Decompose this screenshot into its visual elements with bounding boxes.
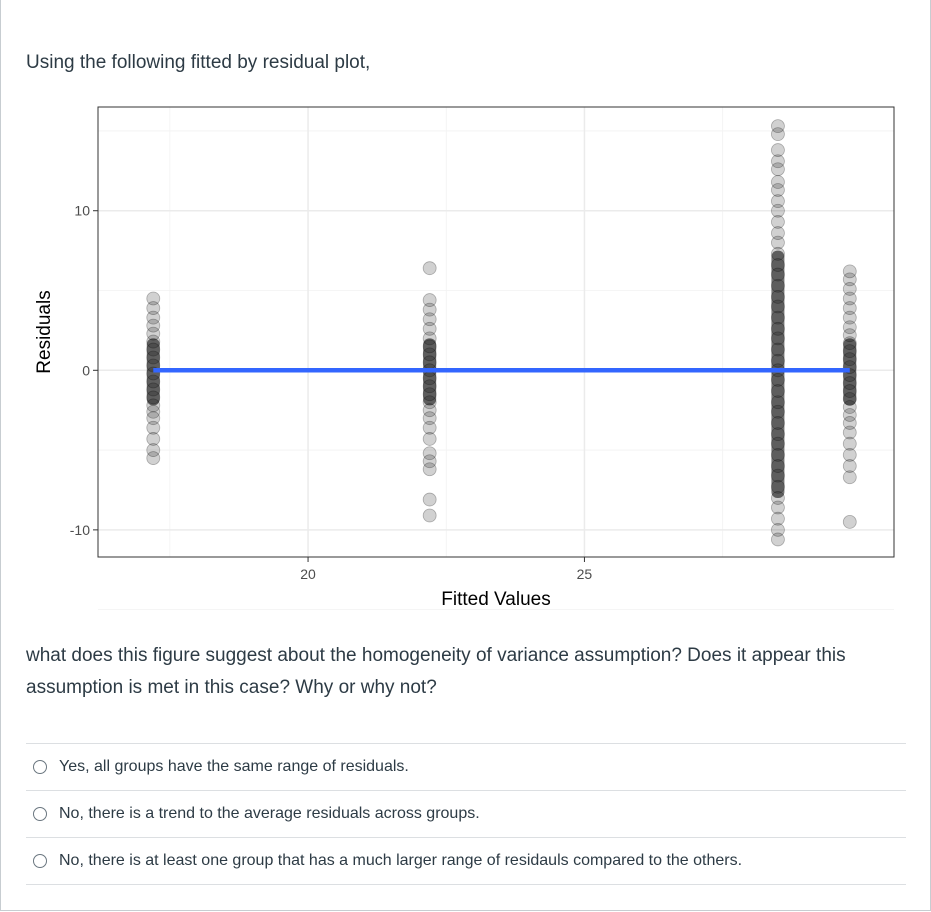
residual-point	[422, 432, 437, 446]
residual-point	[422, 420, 437, 435]
residual-point	[771, 511, 785, 526]
residual-point	[771, 183, 785, 197]
residual-point	[771, 214, 785, 229]
residual-point	[422, 462, 437, 477]
residual-point	[771, 532, 785, 547]
answer-option-1[interactable]: Yes, all groups have the same range of r…	[26, 743, 906, 790]
radio-button[interactable]	[33, 854, 47, 868]
residual-point	[771, 194, 785, 209]
residual-point	[771, 500, 785, 515]
residual-point	[771, 175, 785, 189]
residual-point	[146, 291, 161, 306]
residual-point	[842, 272, 857, 287]
residual-point	[771, 162, 785, 177]
residual-point	[422, 454, 437, 469]
residual-point	[842, 416, 857, 430]
residual-point	[842, 320, 857, 335]
residual-point	[146, 310, 161, 325]
residual-point	[771, 203, 785, 218]
dense-point-cluster	[771, 250, 785, 498]
answer-label: Yes, all groups have the same range of r…	[59, 758, 409, 775]
y-tick-label: -10	[70, 522, 90, 538]
residual-point	[146, 432, 161, 446]
residual-point	[771, 143, 785, 157]
plot-panel	[98, 107, 894, 557]
residual-point	[842, 425, 857, 440]
residual-point	[842, 436, 857, 451]
residual-point	[422, 261, 437, 276]
question-intro: Using the following fitted by residual p…	[26, 52, 371, 73]
residual-point	[422, 312, 437, 327]
residual-point	[422, 293, 437, 307]
answer-label: No, there is at least one group that has…	[59, 852, 743, 869]
residual-point	[771, 154, 785, 169]
residual-point	[422, 492, 437, 507]
x-tick-label: 25	[577, 566, 593, 582]
residual-point	[146, 318, 161, 333]
y-tick-label: 0	[82, 362, 90, 378]
residual-point	[842, 514, 857, 529]
residual-point	[842, 408, 857, 422]
residual-point	[842, 291, 857, 306]
residual-plot: 10 0 -10 20 25 Fitted Values Residuals	[34, 106, 895, 611]
answer-list: Yes, all groups have the same range of r…	[26, 743, 906, 885]
y-axis-title: Residuals	[34, 290, 55, 373]
residual-point	[422, 411, 437, 426]
residual-point	[146, 420, 161, 435]
residual-point	[771, 522, 785, 537]
residual-point	[842, 447, 857, 462]
radio-button[interactable]	[33, 807, 47, 821]
radio-button[interactable]	[33, 760, 47, 774]
residual-point	[146, 411, 161, 426]
residual-point	[146, 301, 161, 315]
x-tick-label: 20	[300, 566, 316, 582]
residual-point	[146, 443, 161, 457]
residual-point	[842, 301, 857, 315]
residual-point	[422, 508, 437, 523]
residual-point	[842, 264, 857, 279]
residual-point	[842, 459, 857, 473]
plot-border	[97, 106, 895, 558]
residual-point	[771, 235, 785, 250]
answer-option-3[interactable]: No, there is at least one group that has…	[26, 837, 906, 885]
residual-point	[842, 470, 857, 485]
residual-point	[146, 451, 161, 465]
answer-option-2[interactable]: No, there is a trend to the average resi…	[26, 790, 906, 837]
residual-point	[842, 282, 857, 296]
residual-point	[842, 310, 857, 325]
answer-label: No, there is a trend to the average resi…	[59, 805, 480, 822]
residual-point	[422, 302, 437, 317]
x-axis-title: Fitted Values	[441, 589, 550, 610]
residual-point	[771, 127, 785, 142]
residual-point	[771, 226, 785, 240]
y-tick-label: 10	[74, 203, 90, 219]
residual-point	[422, 446, 437, 461]
question-text: what does this figure suggest about the …	[26, 645, 846, 698]
residual-point	[771, 119, 785, 134]
residual-point	[422, 321, 437, 336]
